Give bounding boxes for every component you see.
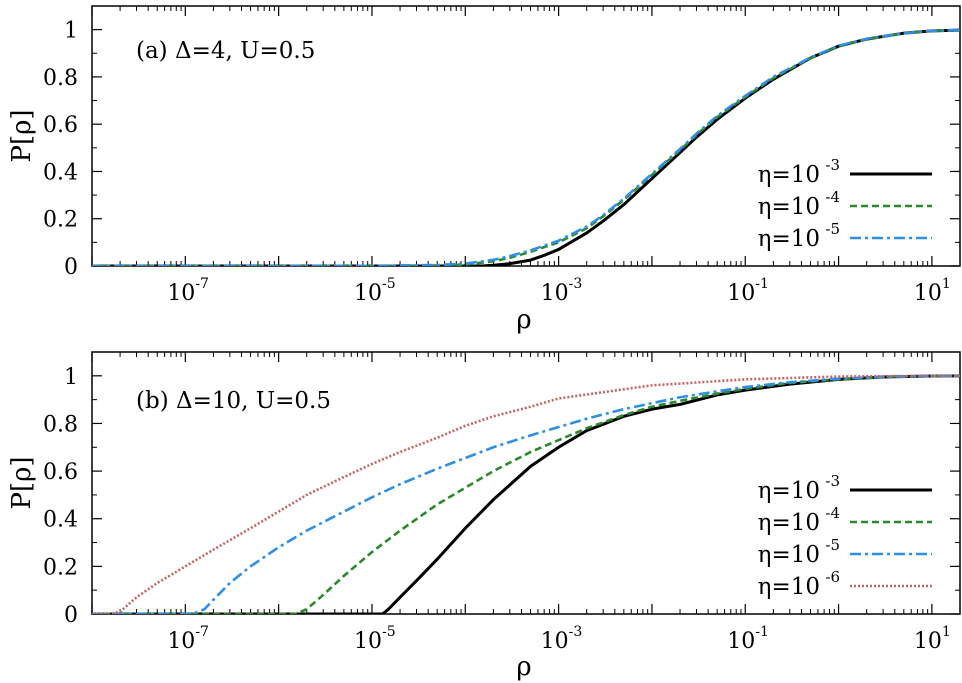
y-tick-label: 0.6 <box>43 113 78 138</box>
y-tick-label: 0 <box>64 603 78 628</box>
x-tick-exponent: -1 <box>755 276 769 292</box>
x-tick-exponent: -3 <box>569 624 583 640</box>
x-tick-exponent: -5 <box>382 624 396 640</box>
y-tick-label: 1 <box>64 365 78 390</box>
x-tick-label: 10 <box>167 281 195 306</box>
x-tick-exponent: 1 <box>942 624 951 640</box>
x-tick-label: 10 <box>727 629 755 654</box>
y-tick-label: 0.8 <box>43 412 78 437</box>
x-axis-label: ρ <box>516 652 531 682</box>
legend-label: η=10 <box>758 162 820 188</box>
series-line <box>92 28 960 266</box>
y-tick-label: 0.8 <box>43 66 78 91</box>
x-tick-label: 10 <box>541 281 569 306</box>
x-tick-label: 10 <box>727 281 755 306</box>
y-tick-label: 0 <box>64 255 78 280</box>
legend-exponent: -5 <box>825 220 840 238</box>
x-tick-label: 10 <box>354 281 382 306</box>
x-tick-label: 10 <box>541 629 569 654</box>
panel-label: (b) Δ=10, U=0.5 <box>136 388 331 414</box>
legend-exponent: -4 <box>825 188 840 206</box>
x-axis-label: ρ <box>516 305 531 335</box>
y-tick-label: 0.6 <box>43 460 78 485</box>
series-line <box>92 374 960 614</box>
legend-exponent: -6 <box>825 568 840 586</box>
legend-exponent: -4 <box>825 504 840 522</box>
legend-exponent: -5 <box>825 536 840 554</box>
legend-label: η=10 <box>758 478 820 504</box>
series-line <box>92 374 960 614</box>
y-tick-label: 0.2 <box>43 208 78 233</box>
plot-frame <box>91 5 961 267</box>
panel-b: 10 -7 10 -5 10 -3 10 -1 10 100.20.40.60.81ρP[ρ](b… <box>7 351 961 682</box>
y-axis-label: P[ρ] <box>7 109 37 162</box>
x-tick-label: 10 <box>354 629 382 654</box>
x-tick-exponent: 1 <box>942 276 951 292</box>
panel-a: 10 -7 10 -5 10 -3 10 -1 10 100.20.40.60.81ρP[ρ](a… <box>7 5 961 335</box>
x-tick-exponent: -1 <box>755 624 769 640</box>
legend-label: η=10 <box>758 226 820 252</box>
legend-label: η=10 <box>758 542 820 568</box>
x-tick-exponent: -7 <box>195 276 209 292</box>
x-tick-exponent: -3 <box>569 276 583 292</box>
legend-label: η=10 <box>758 510 820 536</box>
legend-exponent: -3 <box>825 472 840 490</box>
y-tick-label: 0.2 <box>43 555 78 580</box>
y-tick-label: 1 <box>64 19 78 44</box>
x-tick-label: 10 <box>167 629 195 654</box>
x-tick-exponent: -7 <box>195 624 209 640</box>
legend-label: η=10 <box>758 574 820 600</box>
y-axis-label: P[ρ] <box>7 456 37 509</box>
panel-label: (a) Δ=4, U=0.5 <box>136 38 315 64</box>
y-tick-label: 0.4 <box>43 160 78 185</box>
legend-label: η=10 <box>758 194 820 220</box>
plot-frame <box>91 351 961 615</box>
y-tick-label: 0.4 <box>43 508 78 533</box>
series-line <box>92 374 960 614</box>
legend-exponent: -3 <box>825 156 840 174</box>
x-tick-exponent: -5 <box>382 276 396 292</box>
x-tick-label: 10 <box>914 629 942 654</box>
x-tick-label: 10 <box>914 281 942 306</box>
